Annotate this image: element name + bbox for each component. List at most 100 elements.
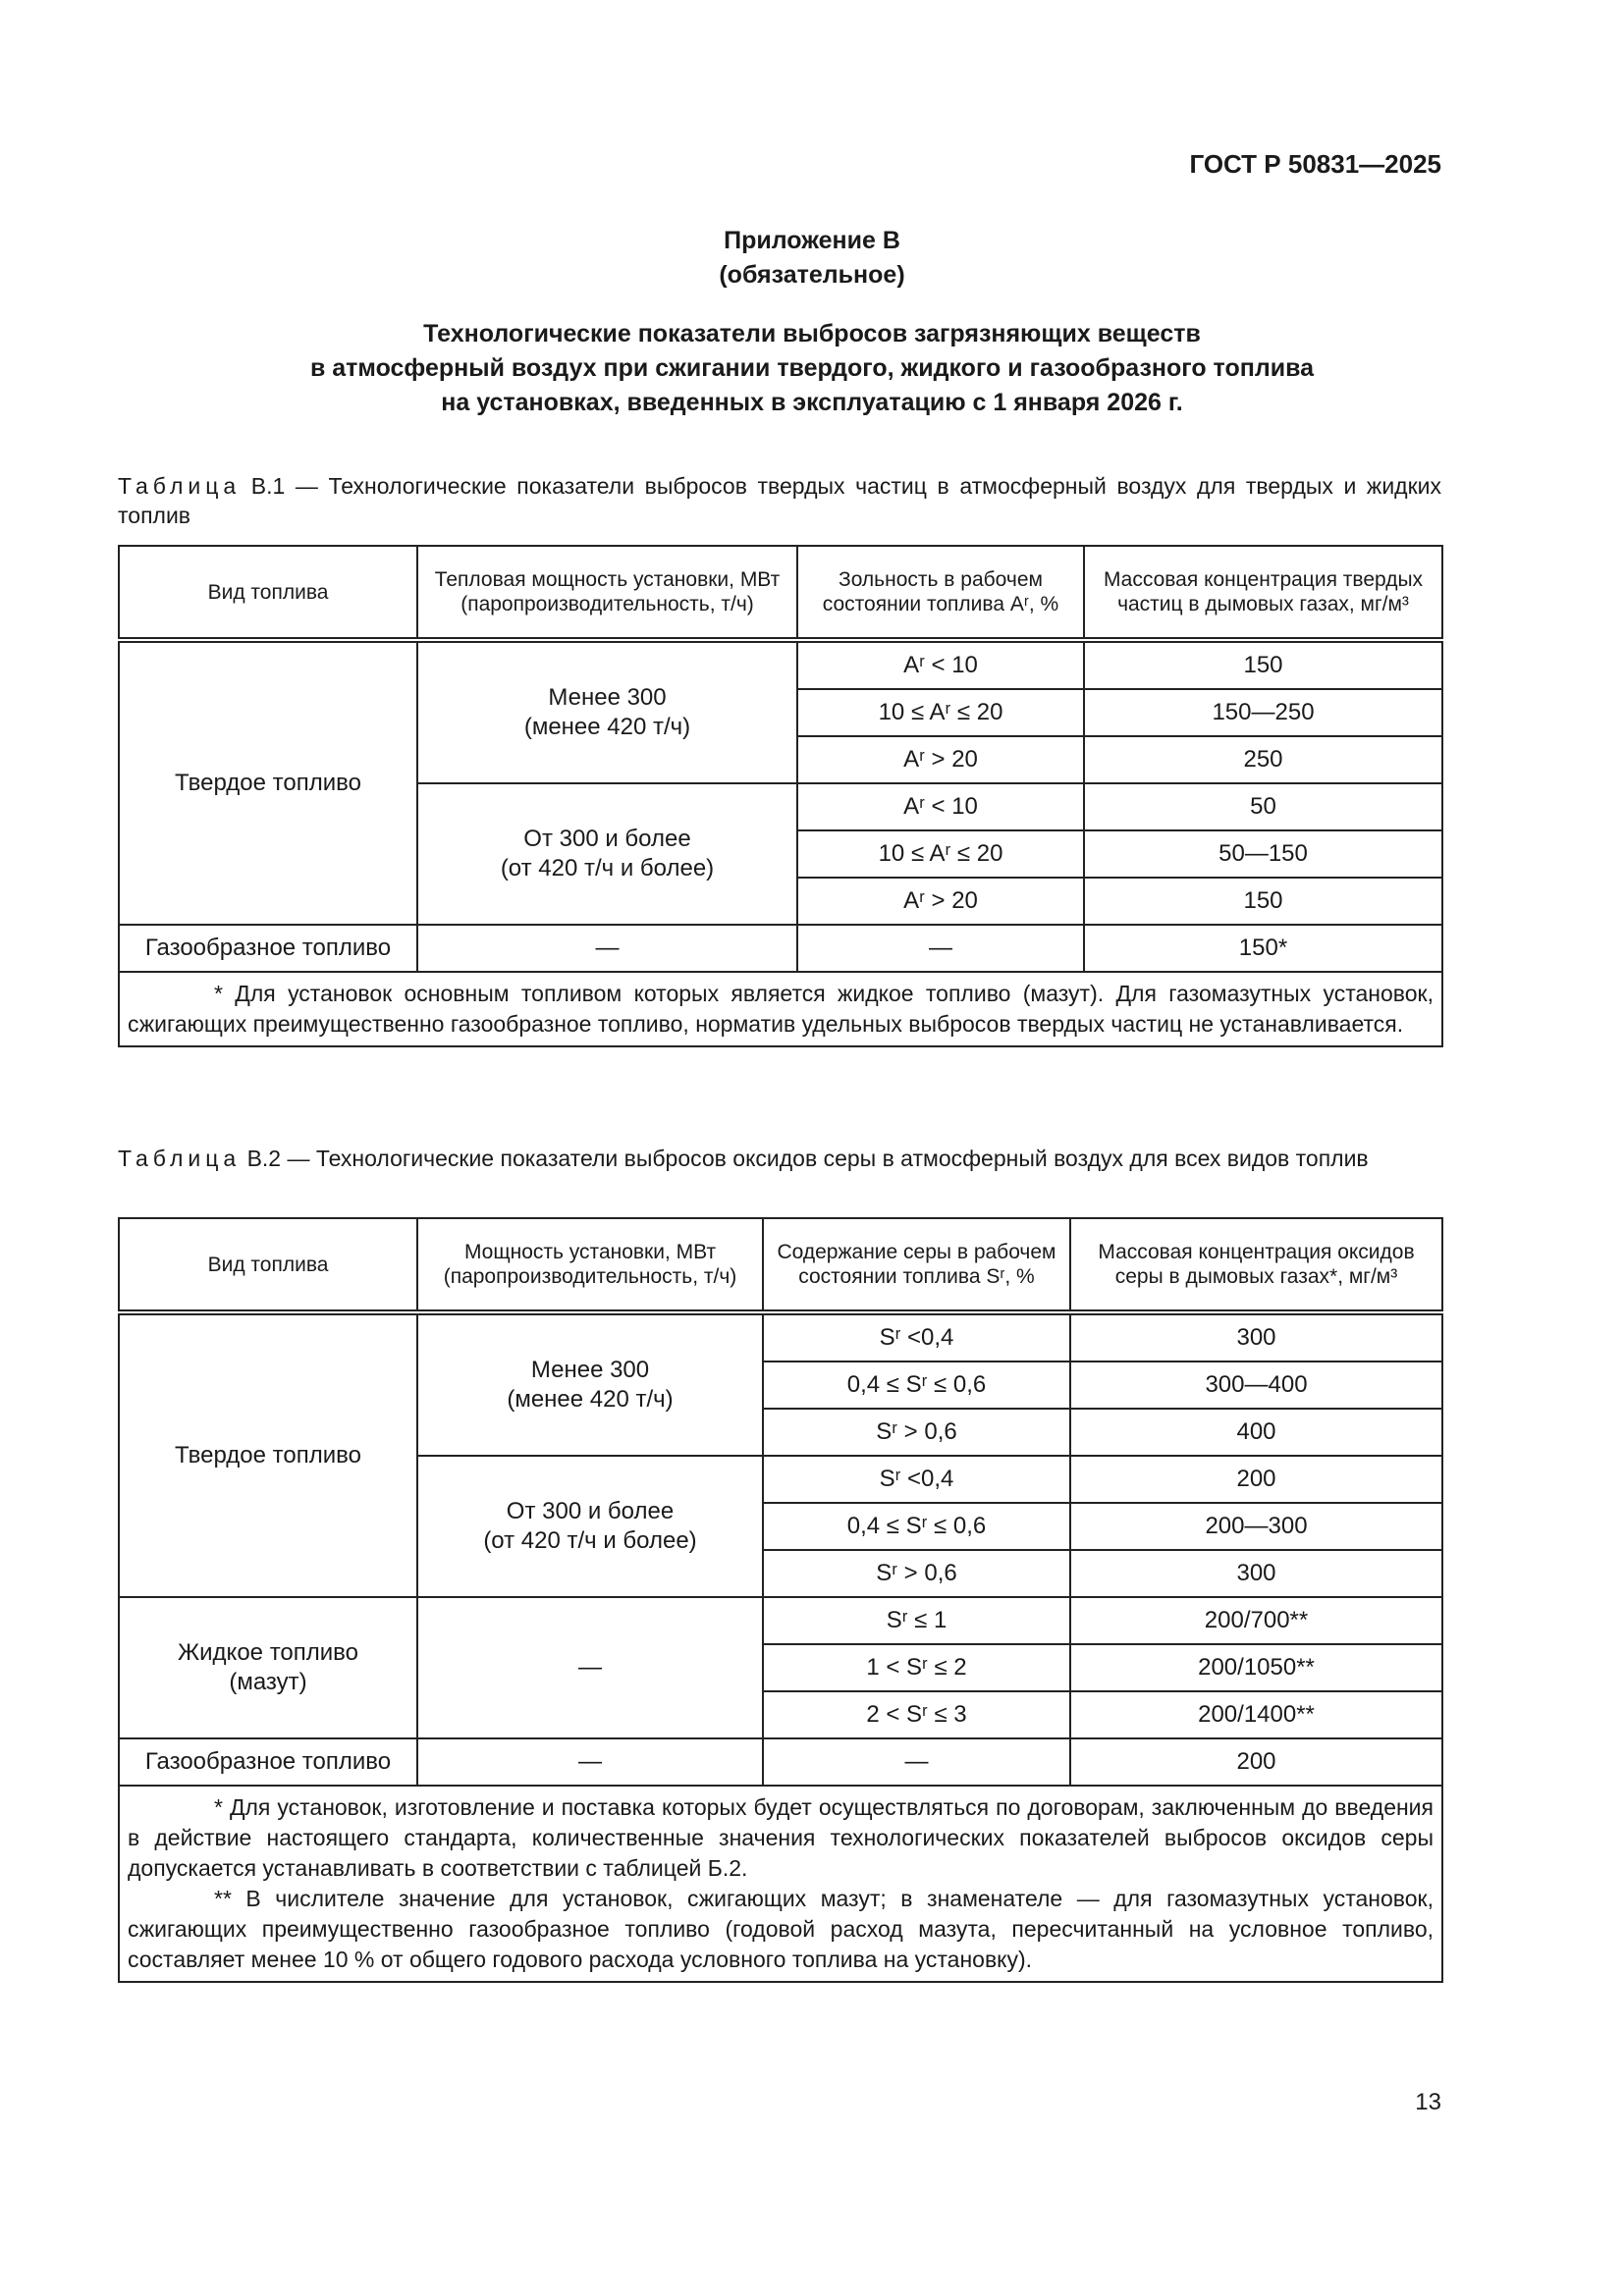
table-b2: Вид топлива Мощность установки, МВт (пар… (118, 1217, 1443, 1983)
steam-value: (от 420 т/ч и более) (500, 855, 715, 881)
heading-line-3: на установках, введенных в эксплуатацию … (441, 389, 1183, 416)
sulfur-cell: 1 < Sʳ ≤ 2 (762, 1643, 1071, 1692)
power-cell: — (416, 1737, 764, 1787)
steam-value: (менее 420 т/ч) (507, 1386, 674, 1413)
power-cell: Менее 300 (менее 420 т/ч) (416, 1311, 764, 1457)
sulfur-cell: Sʳ <0,4 (762, 1311, 1071, 1362)
fuel-sublabel: (мазут) (229, 1669, 307, 1695)
fuel-type-cell: Газообразное топливо (118, 1737, 418, 1787)
table2-caption: Таблица В.2 — Технологические показатели… (118, 1144, 1441, 1173)
header-fuel-type: Вид топлива (118, 545, 418, 643)
table-row-gas: Газообразное топливо — — 150* (118, 924, 1443, 973)
sulfur-cell: Sʳ <0,4 (762, 1455, 1071, 1504)
power-value: От 300 и более (506, 1498, 675, 1524)
table-row: 1 < Sʳ ≤ 2 200/1050** (119, 1643, 1443, 1692)
table-row-gas: Газообразное топливо — — 200 (118, 1737, 1443, 1787)
power-value: Менее 300 (530, 1357, 650, 1383)
ash-cell: Aʳ < 10 (796, 782, 1085, 831)
ash-cell: Aʳ < 10 (796, 639, 1085, 690)
sulfur-cell: Sʳ > 0,6 (762, 1549, 1071, 1598)
caption-label: Таблица (118, 1146, 242, 1171)
header-power: Тепловая мощность установки, МВт (паропр… (416, 545, 798, 643)
concentration-cell: 150 (1083, 877, 1443, 926)
sulfur-cell: Sʳ ≤ 1 (762, 1596, 1071, 1645)
heading-line-1: Технологические показатели выбросов загр… (423, 320, 1201, 347)
table1-caption: Таблица В.1 — Технологические показатели… (118, 471, 1441, 530)
concentration-cell: 250 (1083, 735, 1443, 784)
table-row: 2 < Sʳ ≤ 3 200/1400** (119, 1690, 1443, 1739)
concentration-cell: 300—400 (1069, 1361, 1443, 1410)
concentration-cell: 50—150 (1083, 829, 1443, 879)
power-cell: Менее 300 (менее 420 т/ч) (416, 639, 798, 784)
power-value: Менее 300 (548, 684, 667, 711)
sulfur-cell: 2 < Sʳ ≤ 3 (762, 1690, 1071, 1739)
caption-text: В.1 — Технологические показатели выбросо… (118, 473, 1441, 528)
concentration-cell: 200/1050** (1069, 1643, 1443, 1692)
page-number: 13 (1415, 2089, 1441, 2115)
sulfur-cell: 0,4 ≤ Sʳ ≤ 0,6 (762, 1502, 1071, 1551)
table-row: Aʳ > 20 250 (119, 735, 1443, 784)
header-concentration: Массовая концентрация твердых частиц в д… (1083, 545, 1443, 643)
fuel-type-cell: Твердое топливо (118, 639, 418, 926)
footnote-2: ** В числителе значение для установок, с… (128, 1886, 1434, 1972)
ash-cell: — (796, 924, 1085, 973)
power-cell: От 300 и более (от 420 т/ч и более) (416, 1455, 764, 1598)
table-row: Жидкое топливо (мазут) — Sʳ ≤ 1 200/700** (118, 1596, 1443, 1739)
concentration-cell: 400 (1069, 1408, 1443, 1457)
sulfur-cell: — (762, 1737, 1071, 1787)
table-row: 10 ≤ Aʳ ≤ 20 50—150 (119, 829, 1443, 879)
concentration-cell: 150* (1083, 924, 1443, 973)
table-row: Aʳ > 20 150 (119, 877, 1443, 926)
power-cell: — (416, 1596, 764, 1739)
fuel-type-cell: Газообразное топливо (118, 924, 418, 973)
concentration-cell: 200/1400** (1069, 1690, 1443, 1739)
concentration-cell: 200/700** (1069, 1596, 1443, 1645)
fuel-type-cell: Твердое топливо (118, 1311, 418, 1598)
concentration-cell: 150—250 (1083, 688, 1443, 737)
concentration-cell: 50 (1083, 782, 1443, 831)
header-sulfur: Содержание серы в рабочем состоянии топл… (762, 1217, 1071, 1315)
concentration-cell: 200 (1069, 1455, 1443, 1504)
appendix-title: Приложение В (724, 227, 900, 254)
ash-cell: 10 ≤ Aʳ ≤ 20 (796, 688, 1085, 737)
ash-cell: Aʳ > 20 (796, 877, 1085, 926)
appendix-status: (обязательное) (719, 261, 905, 289)
concentration-cell: 300 (1069, 1311, 1443, 1362)
ash-cell: 10 ≤ Aʳ ≤ 20 (796, 829, 1085, 879)
table-row: Sʳ > 0,6 400 (119, 1408, 1443, 1457)
concentration-cell: 200—300 (1069, 1502, 1443, 1551)
fuel-label: Жидкое топливо (177, 1639, 358, 1666)
concentration-cell: 200 (1069, 1737, 1443, 1787)
table-row: Sʳ > 0,6 300 (119, 1549, 1443, 1598)
document-id: ГОСТ Р 50831—2025 (1189, 149, 1441, 179)
table-row: 0,4 ≤ Sʳ ≤ 0,6 300—400 (119, 1361, 1443, 1410)
table-b1: Вид топлива Тепловая мощность установки,… (118, 545, 1443, 1047)
ash-cell: Aʳ > 20 (796, 735, 1085, 784)
table-row: Твердое топливо Менее 300 (менее 420 т/ч)… (118, 1311, 1443, 1598)
table-row: 0,4 ≤ Sʳ ≤ 0,6 200—300 (119, 1502, 1443, 1551)
caption-text: В.2 — Технологические показатели выбросо… (241, 1146, 1369, 1171)
footnote-1: * Для установок основным топливом которы… (128, 981, 1434, 1037)
table-row: От 300 и более (от 420 т/ч и более) Sʳ <0… (119, 1455, 1443, 1598)
footnote-1: * Для установок, изготовление и поставка… (128, 1794, 1434, 1881)
table-footnotes: * Для установок, изготовление и поставка… (118, 1785, 1443, 1983)
power-value: От 300 и более (523, 826, 691, 852)
power-cell: От 300 и более (от 420 т/ч и более) (416, 782, 798, 926)
steam-value: (от 420 т/ч и более) (483, 1527, 697, 1554)
table-row: 10 ≤ Aʳ ≤ 20 150—250 (119, 688, 1443, 737)
steam-value: (менее 420 т/ч) (523, 714, 691, 740)
sulfur-cell: 0,4 ≤ Sʳ ≤ 0,6 (762, 1361, 1071, 1410)
concentration-cell: 300 (1069, 1549, 1443, 1598)
header-power: Мощность установки, МВт (паропроизводите… (416, 1217, 764, 1315)
header-ash: Зольность в рабочем состоянии топлива Aʳ… (796, 545, 1085, 643)
heading-line-2: в атмосферный воздух при сжигании твердо… (309, 354, 1315, 382)
table-row: Твердое топливо Менее 300 (менее 420 т/ч)… (118, 639, 1443, 926)
table-footnote: * Для установок основным топливом которы… (118, 971, 1443, 1047)
sulfur-cell: Sʳ > 0,6 (762, 1408, 1071, 1457)
power-cell: — (416, 924, 798, 973)
table-row: От 300 и более (от 420 т/ч и более) Aʳ < … (119, 782, 1443, 926)
header-fuel-type: Вид топлива (118, 1217, 418, 1315)
header-concentration: Массовая концентрация оксидов серы в дым… (1069, 1217, 1443, 1315)
caption-label: Таблица (118, 473, 242, 499)
concentration-cell: 150 (1083, 639, 1443, 690)
